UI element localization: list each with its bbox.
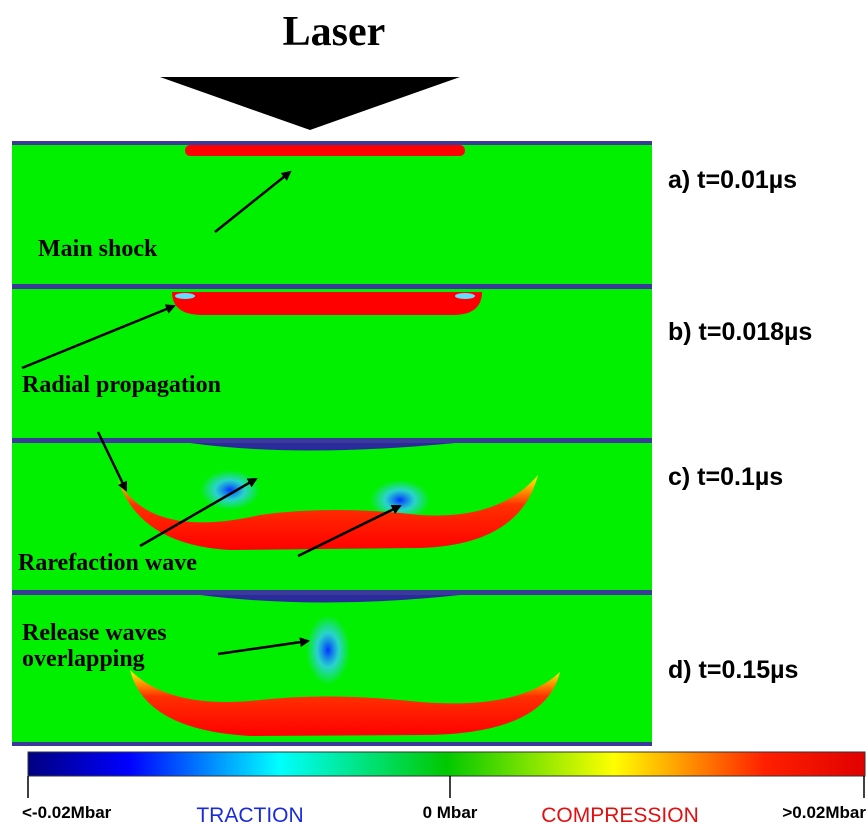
panel-label: a) t=0.01µs bbox=[668, 166, 797, 194]
annotation: Release waves bbox=[22, 620, 167, 646]
panel-a bbox=[12, 141, 652, 286]
arrow bbox=[96, 431, 128, 492]
colorbar-label: <-0.02Mbar bbox=[22, 803, 112, 822]
annotation: overlapping bbox=[22, 646, 145, 672]
arrow bbox=[297, 504, 402, 558]
panel-c bbox=[12, 438, 652, 592]
arrow bbox=[214, 170, 292, 233]
colorbar-caption: COMPRESSION bbox=[541, 804, 699, 827]
panel-d bbox=[12, 590, 652, 746]
annotation: Radial propagation bbox=[22, 372, 221, 398]
title: Laser bbox=[283, 9, 386, 55]
colorbar bbox=[27, 751, 866, 798]
annotation: Rarefaction wave bbox=[18, 550, 197, 576]
arrow bbox=[217, 637, 310, 656]
colorbar-label: >0.02Mbar bbox=[782, 803, 866, 822]
colorbar-label: 0 Mbar bbox=[423, 803, 478, 822]
laser-arrow bbox=[160, 77, 460, 130]
panel-label: c) t=0.1µs bbox=[668, 463, 783, 491]
panel-b bbox=[12, 284, 652, 438]
colorbar-caption: TRACTION bbox=[196, 804, 303, 827]
panel-label: b) t=0.018µs bbox=[668, 318, 812, 346]
arrow bbox=[21, 304, 176, 370]
panel-label: d) t=0.15µs bbox=[668, 656, 798, 684]
arrow bbox=[139, 477, 258, 548]
annotation: Main shock bbox=[38, 236, 158, 262]
